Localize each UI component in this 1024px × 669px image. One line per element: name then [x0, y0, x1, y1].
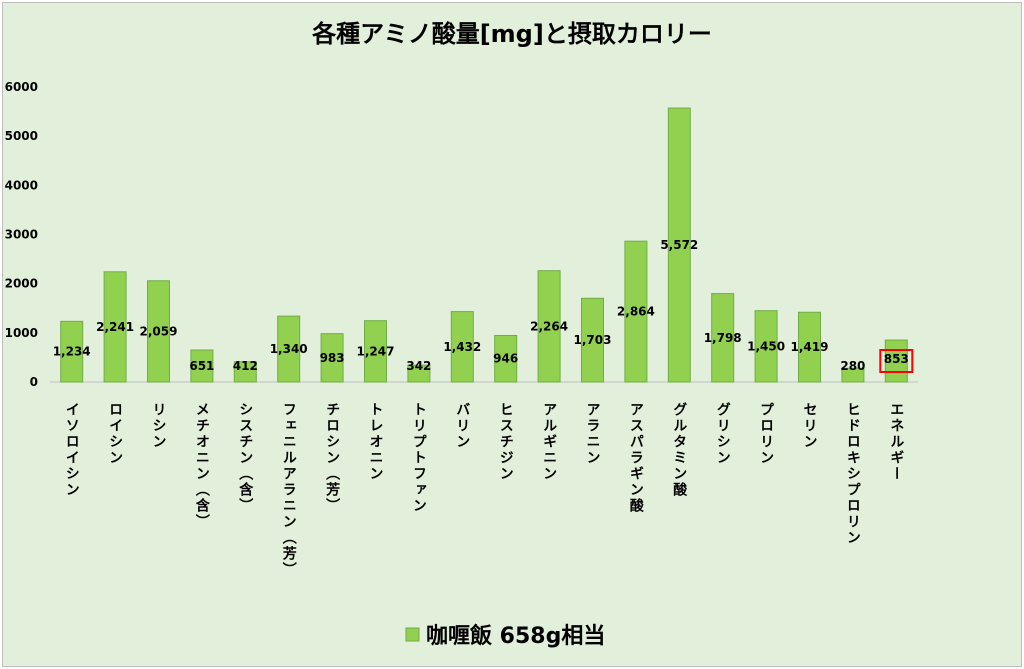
bar [407, 364, 431, 383]
y-tick-label: 4000 [5, 178, 38, 192]
bar [798, 311, 821, 383]
x-category-label: エネルギー [888, 402, 904, 482]
x-category-label: トレオニン [368, 402, 384, 482]
chart-title: 各種アミノ酸量[mg]と摂取カロリー [311, 20, 712, 48]
data-label: 1,432 [443, 340, 481, 354]
data-label: 2,059 [140, 324, 178, 338]
data-label: 1,703 [574, 333, 612, 347]
data-label: 280 [840, 359, 865, 373]
x-category-label: メチオニン（含） [194, 402, 211, 530]
highlight-box [879, 349, 914, 373]
x-category-label: グリシン [715, 401, 731, 466]
bar [581, 297, 604, 383]
data-label: 1,234 [53, 345, 91, 359]
legend-label: 咖喱飯 658g相当 [426, 623, 605, 649]
data-label: 5,572 [660, 238, 698, 252]
data-label: 1,340 [270, 342, 308, 356]
bar [103, 271, 127, 383]
bar [277, 315, 301, 383]
x-category-label: アスパラギン酸 [628, 402, 644, 514]
data-label: 983 [320, 351, 345, 365]
bar [147, 280, 170, 383]
legend-swatch [405, 627, 420, 642]
data-label: 2,264 [530, 319, 568, 333]
x-category-label: トリプトファン [411, 402, 427, 514]
data-label: 342 [406, 359, 431, 373]
x-category-label: イソロイシン [64, 402, 80, 498]
bar [233, 361, 257, 383]
data-label: 946 [493, 352, 518, 366]
x-category-label: フェニルアラニン（芳） [281, 402, 298, 578]
data-label: 1,798 [704, 331, 742, 345]
data-label: 651 [189, 359, 214, 373]
x-category-labels: イソロイシン ロイシン リシン メチオニン（含） シスチン（含） フェニルアラニン（芳） チ… [64, 401, 905, 578]
x-category-label: アラニン [585, 402, 601, 466]
y-tick-label: 5000 [5, 129, 38, 143]
x-category-label: アルギニン [541, 402, 557, 482]
y-tick-label: 1000 [5, 326, 38, 340]
data-label: 1,450 [747, 339, 785, 353]
x-category-label: リシン [151, 402, 167, 450]
x-category-label: バリン [454, 402, 470, 450]
bar [494, 334, 518, 383]
bar [190, 349, 214, 383]
x-category-label: ロイシン [107, 402, 123, 466]
x-category-label: セリン [802, 402, 818, 450]
data-labels: 1,234 2,241 2,059 651 412 1,340 983 1,247 342 1,4… [53, 238, 914, 373]
x-category-label: ヒスチジン [498, 402, 514, 482]
data-label: 412 [233, 359, 258, 373]
bar [320, 333, 344, 383]
data-label: 2,864 [617, 305, 655, 319]
bar [624, 240, 648, 383]
bars [60, 107, 908, 383]
bar [667, 107, 691, 383]
bar [60, 320, 84, 383]
data-label: 1,419 [791, 340, 829, 354]
x-category-label: チロシン（芳） [324, 402, 341, 514]
y-tick-label: 6000 [5, 80, 38, 94]
bar [364, 320, 387, 383]
x-category-label: プロリン [758, 402, 774, 466]
legend: 咖喱飯 658g相当 [405, 623, 605, 649]
y-tick-label: 3000 [5, 228, 38, 242]
y-tick-label: 0 [30, 375, 38, 389]
bar [711, 293, 735, 383]
x-category-label: グルタミン酸 [671, 401, 687, 498]
bar [754, 310, 778, 383]
x-category-label: シスチン（含） [237, 402, 254, 514]
x-category-label: ヒドロキシプロリン [845, 402, 861, 546]
bar [450, 311, 474, 383]
data-label: 853 [884, 352, 909, 366]
data-label: 1,247 [357, 344, 395, 358]
bar [841, 367, 865, 383]
bar [537, 270, 561, 383]
y-tick-label: 2000 [5, 277, 38, 291]
data-label: 2,241 [96, 320, 134, 334]
